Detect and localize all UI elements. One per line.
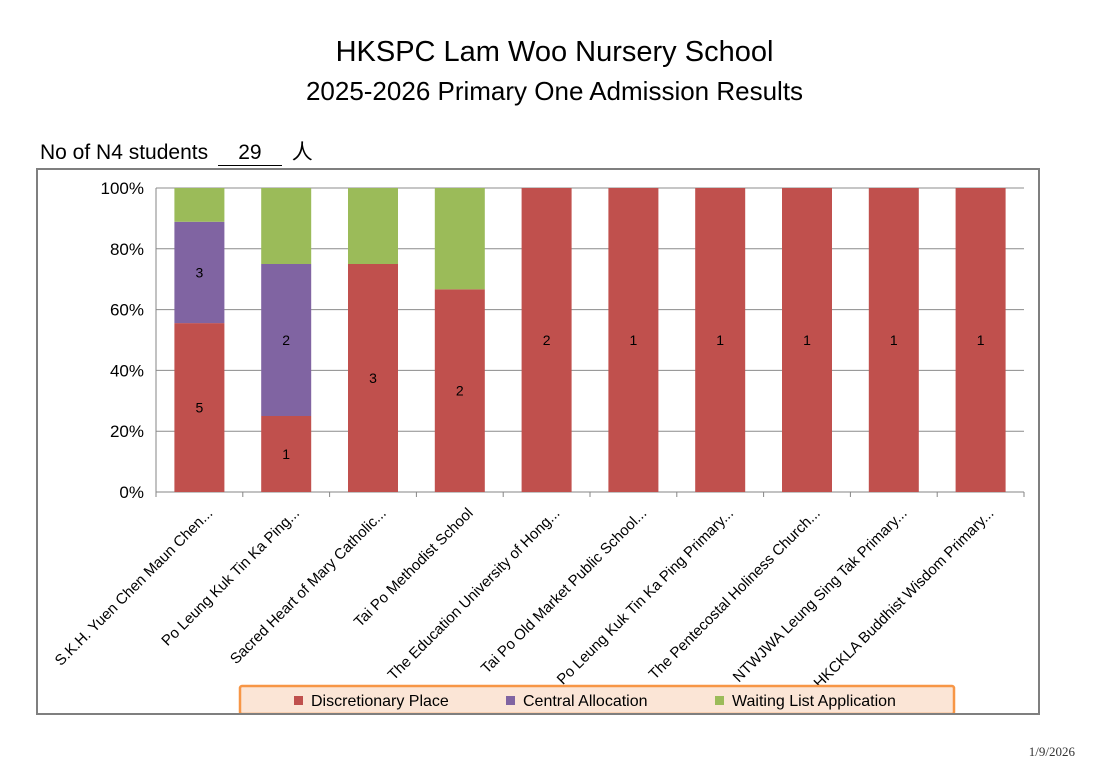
legend-swatch [506,696,515,705]
data-label: 1 [282,446,290,462]
stacked-bar-chart: 0% 20% 40% 60% 80% 100% 5 3 S.K.H. Yuen Chen Mau… [52,179,1025,713]
x-category-label: Tai Po Old Market Public School... [478,505,650,677]
bar-segment [695,188,746,492]
data-label: 2 [456,383,464,399]
x-category-label: Po Leung Kuk Tin Ka Ping... [158,505,303,650]
bar-segment [261,264,312,416]
y-tick-label: 80% [110,240,144,259]
chart-title: HKSPC Lam Woo Nursery School [335,36,774,68]
bar-segment [608,188,659,492]
legend-swatch [715,696,724,705]
x-category-label: Po Leung Kuk Tin Ka Ping Primary... [554,505,737,688]
data-label: 2 [543,332,551,348]
chart-area: 0% 20% 40% 60% 80% 100% 5 3 S.K.H. Yuen Chen Mau… [36,168,1040,715]
chart-subtitle: 2025-2026 Primary One Admission Results [305,76,804,106]
data-label: 1 [716,332,724,348]
bar-segment [174,221,225,324]
bar-segment [521,188,572,492]
data-label: 1 [630,332,638,348]
x-category-label: NTWJWA Leung Sing Tak Primary... [730,505,911,686]
bar-segment [782,188,832,492]
data-label: 5 [196,400,204,416]
bar-segment [348,264,398,492]
data-label: 3 [196,264,204,280]
bar-segment [434,188,485,290]
bar-segment [434,289,485,492]
data-label: 1 [977,332,985,348]
x-category-label: HKCKLA Buddhist Wisdom Primary... [811,505,998,692]
student-count-unit: 人 [291,141,313,164]
x-category-label: Sacred Heart of Mary Catholic... [227,505,390,668]
bar-segment [261,416,312,492]
y-tick-label: 100% [101,179,144,198]
legend-box [238,684,956,713]
data-label: 1 [803,332,811,348]
data-label: 3 [369,370,377,386]
x-category-label: The Education University of Hong... [385,505,564,684]
student-count-value: 29 [217,141,282,166]
y-tick-label: 60% [110,301,144,320]
y-tick-label: 20% [110,422,144,441]
legend-label: Waiting List Application [732,693,896,710]
y-tick-label: 0% [119,483,144,502]
bar-segment [868,188,919,492]
data-label: 1 [890,332,898,348]
bar-segment [955,188,1006,492]
legend-swatch [294,696,303,705]
y-tick-label: 40% [110,361,144,380]
x-category-label: The Pentecostal Holiness Church... [646,505,824,683]
student-count-line: No of N4 students 29 人 [40,136,313,166]
bar-segment [261,188,312,264]
data-label: 2 [282,332,290,348]
legend-label: Central Allocation [523,693,648,710]
bar-segment [174,323,225,492]
print-date: 1/9/2026 [1028,744,1075,759]
student-count-label: No of N4 students [40,141,209,164]
bar-segment [174,188,225,222]
x-category-label: S.K.H. Yuen Chen Maun Chen... [52,505,217,670]
bar-segment [348,188,398,264]
legend-label: Discretionary Place [311,693,449,710]
